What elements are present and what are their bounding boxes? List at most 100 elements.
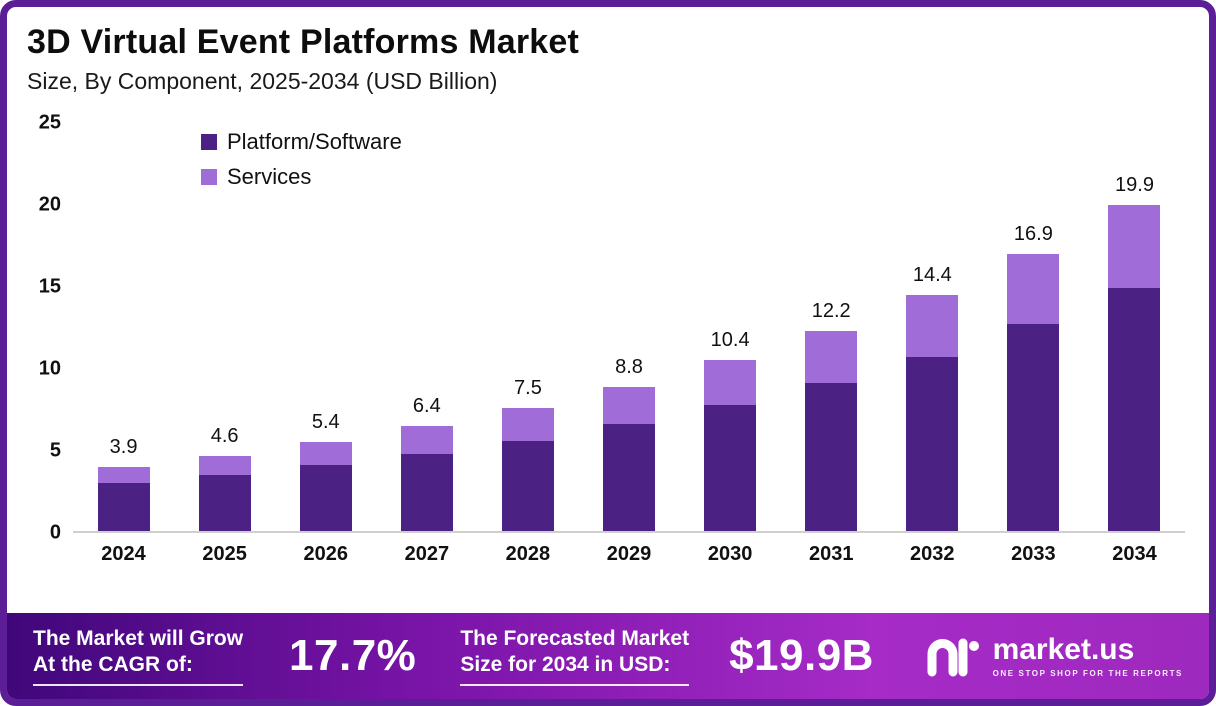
bar-total-label-2030: 10.4	[710, 329, 750, 352]
bar-total-label-2028: 7.5	[514, 377, 542, 400]
x-axis-label-2028: 2028	[505, 543, 551, 565]
bar-total-label-2025: 4.6	[210, 424, 239, 447]
bar-segment-2024-services	[97, 467, 150, 484]
bar-2025	[198, 455, 251, 531]
bar-total-label-2034: 19.9	[1115, 173, 1154, 196]
x-axis-label-2025: 2025	[202, 543, 247, 565]
forecast-label: The Forecasted Market Size for 2034 in U…	[460, 626, 690, 687]
x-axis-label-2026: 2026	[303, 543, 348, 565]
bar-2033	[1007, 253, 1060, 531]
bar-segment-2034-services	[1108, 204, 1161, 289]
bar-2029	[603, 386, 656, 531]
bar-2031	[805, 330, 858, 531]
x-axis-label-2030: 2030	[707, 543, 753, 565]
y-tick-label-0: 0	[49, 521, 61, 544]
bar-total-label-2027: 6.4	[412, 395, 441, 418]
cagr-label-line1: The Market will Grow	[33, 626, 244, 650]
chart-title: 3D Virtual Event Platforms Market	[27, 23, 580, 61]
x-axis-label-2034: 2034	[1112, 543, 1157, 565]
bar-group-2027: 6.4	[376, 123, 477, 531]
header: 3D Virtual Event Platforms Market Size, …	[7, 7, 1209, 95]
bar-group-2025: 4.6	[174, 123, 275, 531]
x-axis-label-2024: 2024	[101, 543, 146, 565]
bar-group-2028: 7.5	[477, 123, 578, 531]
bar-2027	[400, 426, 453, 531]
plot-area: Platform/Software Services 3.9 4.6 5.4 6.4 7.…	[73, 123, 1185, 533]
y-tick-label-15: 15	[38, 275, 61, 298]
brand-text: market.us ONE STOP SHOP FOR THE REPORTS	[992, 632, 1183, 678]
bar-group-2032: 14.4	[882, 123, 983, 531]
bar-group-2030: 10.4	[680, 123, 781, 531]
bar-segment-2028-platform-software	[501, 440, 554, 531]
bar-segment-2029-services	[603, 386, 656, 425]
y-tick-label-5: 5	[49, 439, 61, 462]
y-tick-label-20: 20	[38, 193, 61, 216]
bar-segment-2027-services	[400, 426, 453, 454]
bar-segment-2027-platform-software	[400, 453, 453, 531]
bar-group-2024: 3.9	[73, 123, 174, 531]
bar-segment-2033-services	[1007, 253, 1060, 325]
chart-area: 25 20 15 10 5 0 Platform/Software Services 3.9…	[7, 95, 1209, 613]
legend-item-1: Services	[201, 164, 402, 190]
bar-group-2031: 12.2	[781, 123, 882, 531]
brand-logo: market.us ONE STOP SHOP FOR THE REPORTS	[925, 633, 1183, 679]
legend-label-1: Services	[227, 164, 312, 189]
y-axis: 25 20 15 10 5 0	[21, 112, 73, 544]
cagr-label: The Market will Grow At the CAGR of:	[33, 626, 244, 687]
brand-tagline: ONE STOP SHOP FOR THE REPORTS	[992, 668, 1183, 678]
bar-group-2034: 19.9	[1084, 123, 1185, 531]
bar-segment-2032-platform-software	[906, 357, 959, 531]
plot-column: Platform/Software Services 3.9 4.6 5.4 6.4 7.…	[73, 123, 1185, 613]
bar-total-label-2031: 12.2	[811, 299, 851, 322]
legend-swatch-0	[201, 134, 217, 150]
bar-segment-2025-services	[198, 455, 251, 476]
x-axis-label-2029: 2029	[606, 543, 652, 565]
cagr-value: 17.7%	[289, 631, 417, 680]
bar-2030	[704, 360, 757, 531]
bar-group-2033: 16.9	[983, 123, 1084, 531]
bar-segment-2032-services	[906, 294, 959, 358]
x-axis: 2024 2025 2026 2027 2028 2029 2030 2031 2032 2033…	[73, 543, 1185, 566]
x-axis-label-2033: 2033	[1011, 543, 1056, 565]
forecast-value: $19.9B	[729, 631, 874, 680]
bar-total-label-2032: 14.4	[912, 263, 952, 286]
bars-container: 3.9 4.6 5.4 6.4 7.5 8.8 10.4 12.2 14.4 16.9 19.9	[73, 123, 1185, 531]
bar-total-label-2033: 16.9	[1013, 222, 1053, 245]
bar-segment-2029-platform-software	[603, 424, 656, 531]
legend: Platform/Software Services	[201, 129, 402, 190]
forecast-label-line2: Size for 2034 in USD:	[460, 653, 671, 676]
bar-segment-2031-services	[805, 330, 858, 384]
x-axis-label-2027: 2027	[404, 543, 450, 565]
bar-segment-2026-platform-software	[299, 465, 352, 531]
bar-total-label-2029: 8.8	[615, 355, 643, 378]
bar-group-2029: 8.8	[578, 123, 679, 531]
bar-segment-2033-platform-software	[1007, 324, 1060, 531]
x-axis-label-2032: 2032	[910, 543, 955, 565]
bar-group-2026: 5.4	[275, 123, 376, 531]
bar-2034	[1108, 204, 1161, 531]
legend-item-0: Platform/Software	[201, 129, 402, 155]
bar-2028	[501, 408, 554, 531]
bar-2024	[97, 467, 150, 531]
y-tick-label-10: 10	[38, 357, 61, 380]
bar-2026	[299, 442, 352, 531]
cagr-label-line2: At the CAGR of:	[33, 653, 193, 676]
legend-label-0: Platform/Software	[227, 129, 402, 154]
y-tick-label-25: 25	[38, 111, 61, 134]
x-axis-label-2031: 2031	[808, 543, 854, 565]
chart-subtitle: Size, By Component, 2025-2034 (USD Billi…	[27, 68, 498, 94]
bar-total-label-2026: 5.4	[311, 411, 340, 434]
legend-swatch-1	[201, 169, 217, 185]
bar-total-label-2024: 3.9	[109, 436, 138, 459]
bar-segment-2030-services	[704, 360, 757, 405]
bar-segment-2025-platform-software	[198, 475, 251, 531]
footer-banner: The Market will Grow At the CAGR of: 17.…	[7, 613, 1209, 699]
market-us-logo-icon	[927, 638, 979, 677]
brand-name: market.us	[992, 632, 1135, 666]
bar-segment-2026-services	[299, 442, 352, 466]
bar-segment-2034-platform-software	[1108, 288, 1161, 531]
bar-2032	[906, 294, 959, 531]
bar-segment-2024-platform-software	[97, 483, 150, 531]
bar-segment-2031-platform-software	[805, 383, 858, 531]
